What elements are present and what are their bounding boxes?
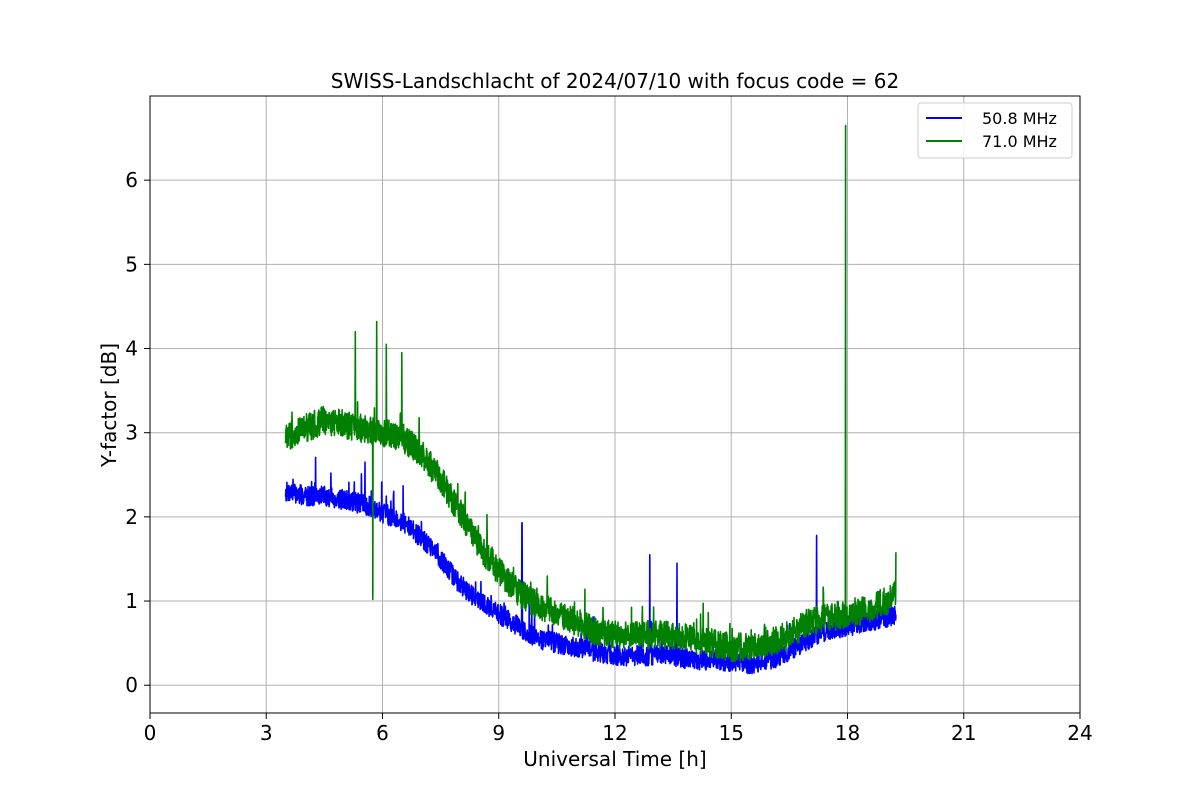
x-tick-label: 21 — [951, 721, 976, 745]
x-tick-label: 0 — [144, 721, 157, 745]
y-tick-label: 4 — [125, 337, 138, 361]
x-tick-label: 18 — [835, 721, 860, 745]
x-tick-label: 15 — [719, 721, 744, 745]
x-tick-label: 3 — [260, 721, 273, 745]
x-tick-label: 6 — [376, 721, 389, 745]
legend: 50.8 MHz 71.0 MHz — [917, 102, 1073, 159]
y-axis-title: Y-factor [dB] — [97, 343, 121, 468]
x-tick-label: 24 — [1067, 721, 1092, 745]
legend-label-series-1: 71.0 MHz — [982, 132, 1057, 151]
grid — [149, 96, 1081, 713]
y-tick-label: 2 — [125, 505, 138, 529]
y-tick-label: 1 — [125, 589, 138, 613]
x-tick-label: 9 — [492, 721, 505, 745]
y-tick-label: 5 — [125, 252, 138, 276]
legend-label-series-0: 50.8 MHz — [982, 109, 1057, 128]
x-tick-label: 12 — [602, 721, 627, 745]
x-axis-title: Universal Time [h] — [523, 747, 706, 771]
series-line-1 — [284, 124, 897, 663]
y-tick-label: 6 — [125, 168, 138, 192]
y-tick-label: 0 — [125, 673, 138, 697]
chart-title: SWISS-Landschlacht of 2024/07/10 with fo… — [331, 69, 899, 93]
series-line-0 — [284, 456, 897, 675]
legend-box — [917, 102, 1073, 159]
y-tick-label: 3 — [125, 421, 138, 445]
series-layer — [284, 124, 897, 675]
